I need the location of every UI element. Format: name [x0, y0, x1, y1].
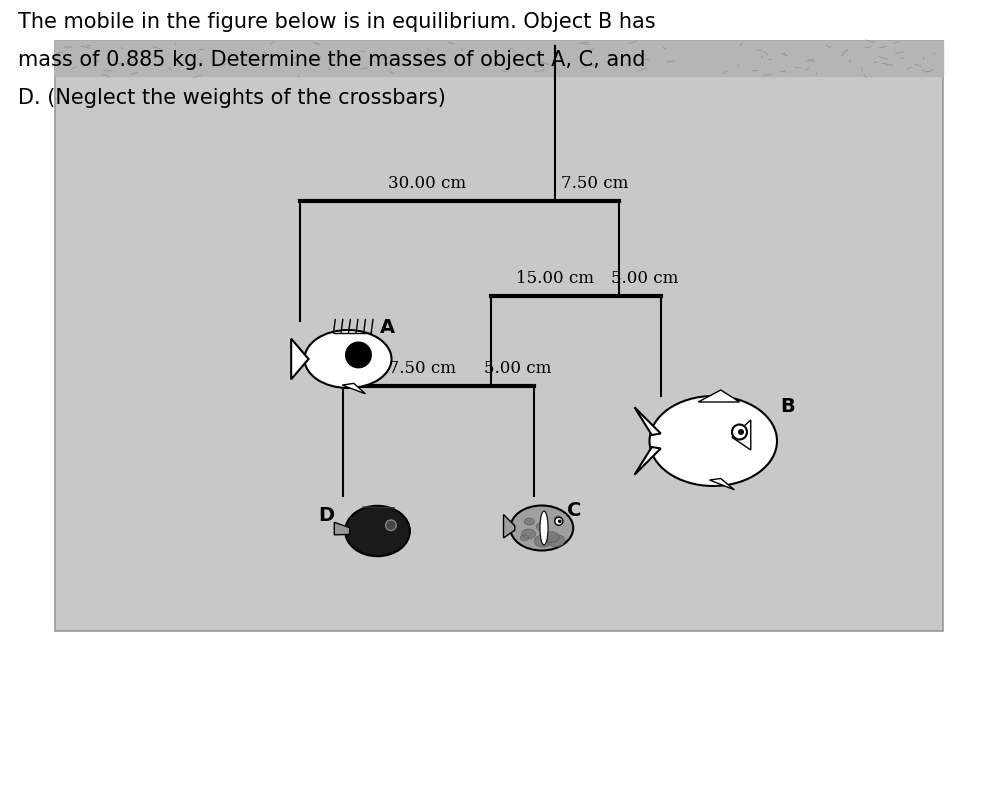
Circle shape	[346, 343, 372, 368]
Ellipse shape	[534, 535, 551, 547]
Ellipse shape	[524, 518, 534, 526]
Polygon shape	[291, 339, 309, 380]
Polygon shape	[634, 448, 660, 475]
Polygon shape	[709, 479, 734, 490]
Polygon shape	[335, 523, 350, 535]
Text: 5.00 cm: 5.00 cm	[611, 270, 678, 286]
Text: 7.50 cm: 7.50 cm	[561, 175, 628, 191]
Ellipse shape	[543, 532, 559, 543]
Polygon shape	[503, 515, 514, 539]
Circle shape	[554, 517, 562, 526]
Text: The mobile in the figure below is in equilibrium. Object B has: The mobile in the figure below is in equ…	[18, 12, 655, 32]
Text: 30.00 cm: 30.00 cm	[389, 175, 467, 191]
Ellipse shape	[547, 534, 565, 547]
Bar	[55, 42, 943, 631]
Text: D. (Neglect the weights of the crossbars): D. (Neglect the weights of the crossbars…	[18, 88, 446, 108]
Ellipse shape	[536, 522, 548, 531]
Ellipse shape	[510, 506, 573, 551]
Polygon shape	[698, 391, 739, 402]
Circle shape	[738, 430, 744, 436]
Ellipse shape	[521, 530, 535, 539]
Text: D: D	[318, 505, 335, 524]
Text: 17.50 cm: 17.50 cm	[378, 359, 456, 376]
Ellipse shape	[649, 397, 777, 487]
Text: B: B	[781, 397, 795, 415]
Text: mass of 0.885 kg. Determine the masses of object A, C, and: mass of 0.885 kg. Determine the masses o…	[18, 50, 645, 70]
Ellipse shape	[305, 331, 392, 388]
Text: 15.00 cm: 15.00 cm	[516, 270, 594, 286]
Polygon shape	[732, 420, 751, 450]
Text: C: C	[566, 500, 580, 519]
Circle shape	[732, 425, 747, 440]
Ellipse shape	[539, 512, 548, 545]
Circle shape	[558, 520, 561, 523]
Text: 5.00 cm: 5.00 cm	[484, 359, 551, 376]
Ellipse shape	[520, 535, 528, 541]
Circle shape	[386, 521, 397, 531]
Ellipse shape	[554, 517, 561, 521]
Ellipse shape	[345, 506, 410, 556]
Polygon shape	[634, 408, 660, 436]
Polygon shape	[343, 384, 366, 394]
Text: A: A	[380, 317, 395, 337]
